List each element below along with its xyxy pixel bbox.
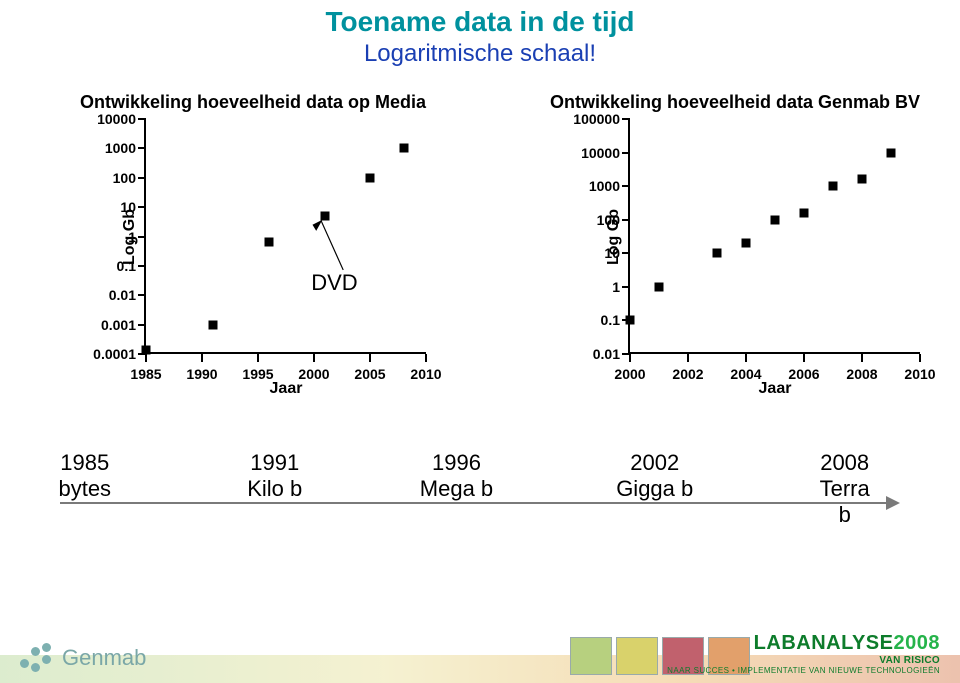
ytick-label: 1000 (105, 140, 146, 156)
xtick-label: 2006 (788, 366, 819, 382)
ytick-label: 100 (597, 212, 630, 228)
timeline-year: 1996 (420, 450, 493, 476)
labanalyse-logo: LABANALYSE2008 VAN RISICO NAAR SUCCES • … (667, 632, 940, 675)
slide-title: Toename data in de tijd (0, 6, 960, 38)
timeline-year: 2002 (616, 450, 693, 476)
timeline-year: 1985 (58, 450, 111, 476)
timeline-item: 1985bytes (58, 450, 111, 502)
xtick (425, 354, 427, 362)
ytick-label: 0.01 (109, 287, 146, 303)
xtick-label: 2000 (298, 366, 329, 382)
xtick-label: 2002 (672, 366, 703, 382)
xtick (369, 354, 371, 362)
footer-thumb (570, 637, 612, 675)
xtick-label: 1995 (242, 366, 273, 382)
timeline-unit: Mega b (420, 476, 493, 502)
data-point (829, 182, 838, 191)
xtick-label: 2008 (846, 366, 877, 382)
timeline-year: 1991 (247, 450, 302, 476)
timeline-item: 1996Mega b (420, 450, 493, 502)
ytick-label: 0.01 (593, 346, 630, 362)
data-point (713, 249, 722, 258)
xtick (201, 354, 203, 362)
ytick-label: 100 (113, 170, 146, 186)
xtick-label: 1990 (186, 366, 217, 382)
dvd-arrow (146, 119, 426, 354)
data-point (800, 209, 809, 218)
xtick-label: 2000 (614, 366, 645, 382)
data-point (771, 215, 780, 224)
xtick (745, 354, 747, 362)
timeline-unit: Kilo b (247, 476, 302, 502)
ytick-label: 0.001 (101, 317, 146, 333)
xtick-label: 1985 (130, 366, 161, 382)
timeline-arrowhead (886, 496, 900, 510)
timeline-unit: Terra b (817, 476, 872, 528)
ytick-label: 10000 (97, 111, 146, 127)
data-point (858, 175, 867, 184)
chart-media-xlabel: Jaar (146, 380, 426, 398)
timeline-item: 1991Kilo b (247, 450, 302, 502)
labanalyse-year: 2008 (894, 632, 941, 654)
xtick (803, 354, 805, 362)
xtick-label: 2010 (904, 366, 935, 382)
dvd-label: DVD (311, 270, 357, 296)
chart-media: Ontwikkeling hoeveelheid data op Media L… (58, 92, 448, 354)
timeline-item: 2008Terra b (817, 450, 872, 528)
slide-subtitle: Logaritmische schaal! (0, 40, 960, 68)
timeline-item: 2002Gigga b (616, 450, 693, 502)
chart-genmab-xlabel: Jaar (630, 380, 920, 398)
x-axis (628, 352, 920, 354)
ytick-label: 0.1 (117, 258, 146, 274)
xtick (687, 354, 689, 362)
xtick (145, 354, 147, 362)
timeline-line (60, 502, 886, 504)
footer-thumb (616, 637, 658, 675)
data-point (626, 316, 635, 325)
xtick (257, 354, 259, 362)
timeline-year: 2008 (817, 450, 872, 476)
labanalyse-sub: NAAR SUCCES • IMPLEMENTATIE VAN NIEUWE T… (667, 666, 940, 675)
labanalyse-main: LABANALYSE (754, 632, 894, 654)
timeline-unit: bytes (58, 476, 111, 502)
ytick-label: 0.0001 (93, 346, 146, 362)
footer: Genmab LABANALYSE2008 VAN RISICO NAAR SU… (0, 603, 960, 683)
genmab-logo: Genmab (20, 643, 146, 673)
ytick-label: 1000 (589, 178, 630, 194)
data-point (742, 239, 751, 248)
ytick-label: 10 (120, 199, 146, 215)
data-point (655, 282, 664, 291)
chart-media-title: Ontwikkeling hoeveelheid data op Media (58, 92, 448, 113)
xtick-label: 2010 (410, 366, 441, 382)
data-point (887, 148, 896, 157)
xtick-label: 2004 (730, 366, 761, 382)
labanalyse-top: VAN RISICO (667, 655, 940, 666)
ytick-label: 1 (128, 229, 146, 245)
chart-genmab-title: Ontwikkeling hoeveelheid data Genmab BV (530, 92, 940, 113)
chart-genmab-plot: Log Gb Jaar 1000001000010001001010.10.01… (628, 119, 920, 354)
xtick (629, 354, 631, 362)
genmab-logo-icon (20, 643, 54, 673)
xtick (861, 354, 863, 362)
genmab-logo-text: Genmab (62, 645, 146, 671)
xtick-label: 2005 (354, 366, 385, 382)
chart-media-plot: Log Gb Jaar 1000010001001010.10.010.0010… (144, 119, 426, 354)
ytick-label: 100000 (573, 111, 630, 127)
xtick (919, 354, 921, 362)
ytick-label: 1 (612, 279, 630, 295)
xtick (313, 354, 315, 362)
chart-genmab: Ontwikkeling hoeveelheid data Genmab BV … (530, 92, 940, 354)
ytick-label: 10000 (581, 145, 630, 161)
timeline-unit: Gigga b (616, 476, 693, 502)
ytick-label: 10 (604, 245, 630, 261)
